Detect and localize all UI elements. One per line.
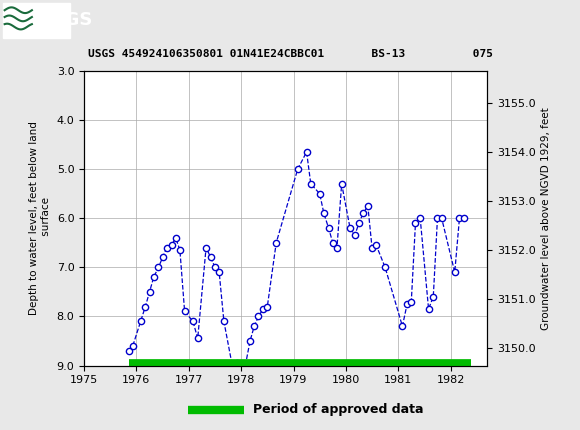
Text: USGS 454924106350801 01N41E24CBBC01       BS-13          075: USGS 454924106350801 01N41E24CBBC01 BS-1… (88, 49, 492, 59)
Y-axis label: Groundwater level above NGVD 1929, feet: Groundwater level above NGVD 1929, feet (541, 107, 551, 330)
Text: USGS: USGS (38, 12, 93, 29)
Text: Period of approved data: Period of approved data (253, 403, 423, 416)
Y-axis label: Depth to water level, feet below land
 surface: Depth to water level, feet below land su… (30, 121, 51, 315)
